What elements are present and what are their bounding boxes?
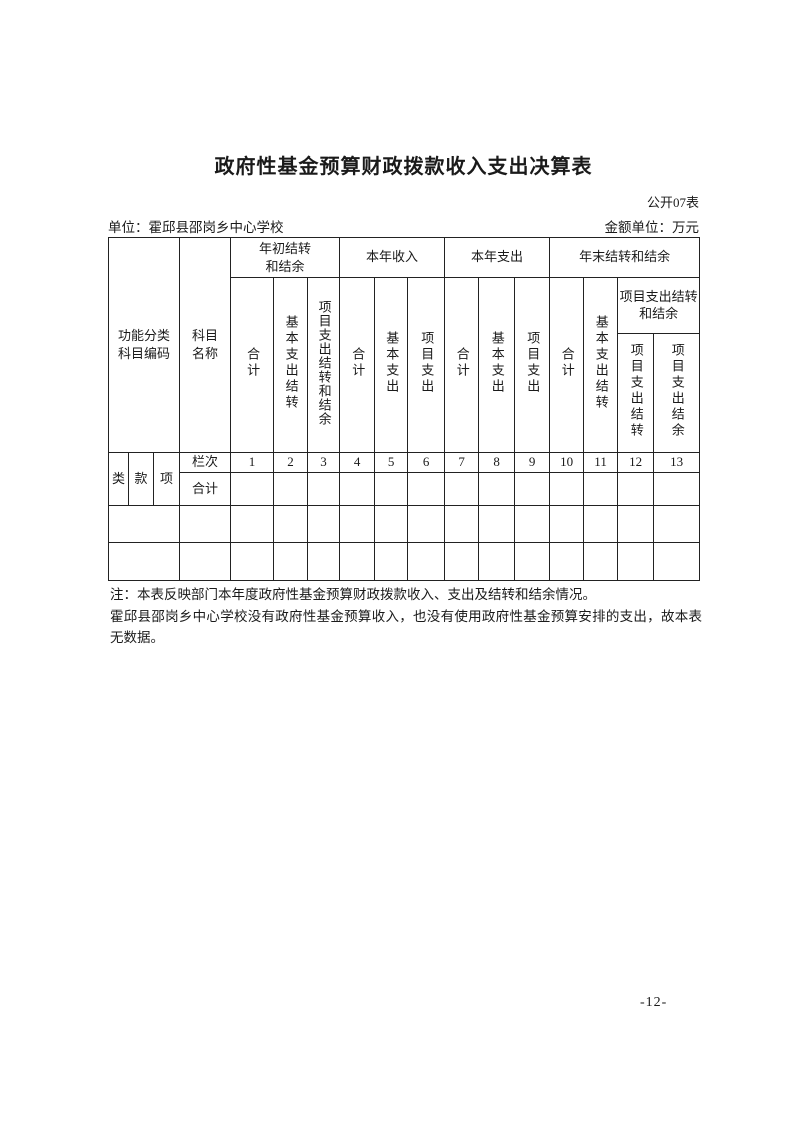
total-cell (653, 472, 701, 506)
header-row-columns: 合计 基本支出结转 项目支出结转和结余 合计 基本支出 项目支出 合计 基本支出… (109, 277, 701, 453)
header-begin-total: 合计 (230, 277, 275, 453)
header-end-total: 合计 (549, 277, 585, 453)
empty-data-row (107, 542, 701, 581)
page-title: 政府性基金预算财政拨款收入支出决算表 (214, 156, 593, 178)
empty-cell (179, 542, 232, 581)
total-cell (514, 472, 551, 506)
column-number: 11 (583, 452, 619, 473)
total-cell (478, 472, 516, 506)
empty-cell (107, 505, 181, 543)
empty-cell (583, 542, 619, 581)
header-group-end-balance: 年末结转和结余 (549, 237, 701, 278)
empty-cell (339, 542, 376, 581)
empty-cell (307, 542, 341, 581)
empty-cell (478, 505, 516, 543)
column-number: 2 (273, 452, 309, 473)
header-code-item: 项 (152, 452, 181, 506)
column-number: 5 (374, 452, 409, 473)
empty-cell (444, 542, 480, 581)
empty-cell (514, 542, 551, 581)
empty-cell (307, 505, 341, 543)
note-line-1: 注：本表反映部门本年度政府性基金预算财政拨款收入、支出及结转和结余情况。 (110, 587, 596, 602)
header-end-subgroup-project: 项目支出结转和结余 (617, 277, 701, 334)
column-number: 13 (653, 452, 701, 473)
header-func-code: 功能分类科目编码 (107, 237, 181, 453)
fiscal-table: 功能分类科目编码 科目名称 年初结转和结余 本年收入 本年支出 年末结转和结余 … (107, 237, 701, 581)
empty-cell (273, 542, 309, 581)
column-number: 7 (444, 452, 480, 473)
empty-cell (478, 542, 516, 581)
header-group-year-expense: 本年支出 (444, 237, 551, 278)
header-expense-total: 合计 (444, 277, 480, 453)
total-cell (307, 472, 341, 506)
empty-cell (107, 542, 181, 581)
header-subject-name: 科目名称 (179, 237, 232, 453)
note-line-2: 霍邱县邵岗乡中心学校没有政府性基金预算收入，也没有使用政府性基金预算安排的支出，… (110, 608, 702, 646)
header-end-basic-carryover: 基本支出结转 (583, 277, 619, 453)
page-number: -12- (640, 995, 668, 1010)
info-line: 单位：霍邱县邵岗乡中心学校 金额单位：万元 (108, 216, 699, 236)
empty-cell (407, 505, 446, 543)
empty-cell (374, 505, 409, 543)
header-group-begin-balance: 年初结转和结余 (230, 237, 341, 278)
row-index-label: 栏次 (179, 452, 232, 473)
empty-cell (230, 542, 275, 581)
amount-unit-label: 金额单位：万元 (604, 220, 700, 235)
empty-cell (444, 505, 480, 543)
header-income-total: 合计 (339, 277, 376, 453)
column-number: 8 (478, 452, 516, 473)
total-cell (583, 472, 619, 506)
column-number: 10 (549, 452, 585, 473)
total-row: 合计 (109, 472, 701, 506)
empty-cell (514, 505, 551, 543)
empty-cell (407, 542, 446, 581)
table-notes: 注：本表反映部门本年度政府性基金预算财政拨款收入、支出及结转和结余情况。 霍邱县… (110, 584, 702, 649)
header-row-groups: 功能分类科目编码 科目名称 年初结转和结余 本年收入 本年支出 年末结转和结余 (107, 237, 701, 453)
empty-cell (179, 505, 232, 543)
header-expense-project: 项目支出 (514, 277, 551, 453)
column-number: 3 (307, 452, 341, 473)
empty-cell (230, 505, 275, 543)
header-income-project: 项目支出 (407, 277, 446, 453)
empty-cell (339, 505, 376, 543)
header-code-class: 类 (108, 452, 129, 506)
column-number: 9 (514, 452, 551, 473)
total-cell (374, 472, 409, 506)
empty-cell (653, 505, 701, 543)
total-row-label: 合计 (179, 472, 232, 506)
total-cell (230, 472, 275, 506)
form-number-label: 公开07表 (646, 195, 699, 210)
total-cell (273, 472, 309, 506)
total-cell (339, 472, 376, 506)
header-income-basic: 基本支出 (374, 277, 409, 453)
empty-cell (273, 505, 309, 543)
empty-cell (374, 542, 409, 581)
header-expense-basic: 基本支出 (478, 277, 516, 453)
empty-cell (617, 542, 655, 581)
empty-cell (549, 542, 585, 581)
column-number: 4 (339, 452, 376, 473)
column-number: 12 (617, 452, 655, 473)
header-group-year-income: 本年收入 (339, 237, 446, 278)
header-end-project-carryover: 项目支出结转 (617, 333, 655, 453)
column-number: 6 (407, 452, 446, 473)
empty-data-row (107, 505, 701, 543)
total-cell (407, 472, 446, 506)
empty-cell (653, 542, 701, 581)
empty-cell (617, 505, 655, 543)
total-cell (549, 472, 585, 506)
header-code-section: 款 (128, 452, 154, 506)
header-begin-project-carryover-balance: 项目支出结转和结余 (307, 277, 341, 453)
empty-cell (583, 505, 619, 543)
header-end-project-balance: 项目支出结余 (653, 333, 701, 453)
column-number: 1 (230, 452, 275, 473)
unit-label: 单位：霍邱县邵岗乡中心学校 (108, 220, 284, 235)
total-cell (444, 472, 480, 506)
empty-cell (549, 505, 585, 543)
column-index-row: 类 款 项 栏次 1 2 3 4 5 6 7 8 9 10 11 12 13 (108, 452, 701, 506)
total-cell (617, 472, 655, 506)
header-begin-basic-carryover: 基本支出结转 (273, 277, 309, 453)
